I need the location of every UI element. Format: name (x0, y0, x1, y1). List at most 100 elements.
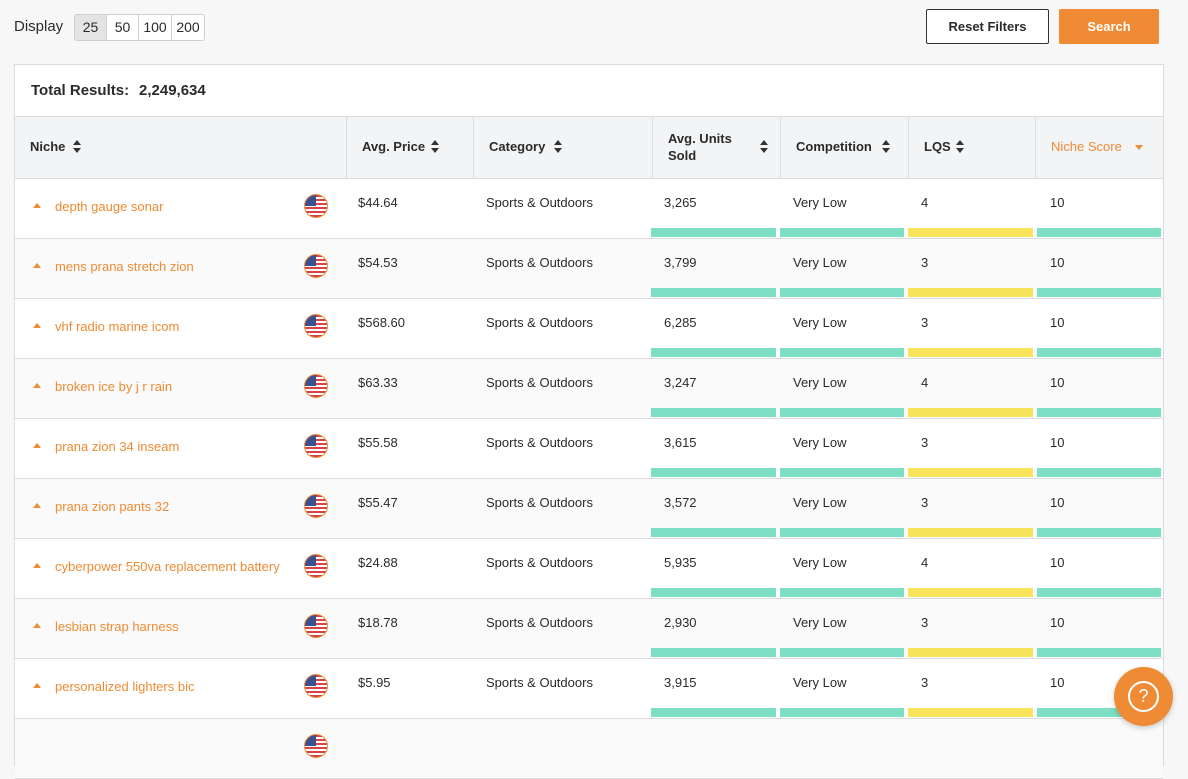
column-label: Niche (30, 139, 66, 154)
units-cell: 2,930 (664, 615, 697, 630)
lqs-bar (908, 708, 1033, 717)
score-cell: 10 (1050, 615, 1065, 630)
table-row: prana zion 34 inseam $55.58 Sports & Out… (15, 419, 1163, 479)
price-cell: $63.33 (358, 375, 398, 390)
score-cell: 10 (1050, 675, 1065, 690)
competition-cell: Very Low (793, 195, 847, 210)
lqs-cell: 3 (921, 255, 929, 270)
page-size-200-button[interactable]: 200 (176, 19, 200, 35)
price-cell: $568.60 (358, 315, 405, 330)
competition-cell: Very Low (793, 615, 847, 630)
total-results-value: 2,249,634 (139, 82, 206, 99)
score-cell: 10 (1050, 195, 1065, 210)
column-label: Category (489, 139, 546, 154)
competition-bar (780, 408, 904, 417)
competition-bar (780, 288, 904, 297)
score-cell: 10 (1050, 315, 1065, 330)
sort-icon (882, 140, 890, 154)
column-header-avg-units[interactable]: Avg. Units Sold (653, 117, 781, 178)
table-row: mens prana stretch zion $54.53 Sports & … (15, 239, 1163, 299)
competition-cell: Very Low (793, 675, 847, 690)
competition-bar (780, 708, 904, 717)
lqs-cell: 3 (921, 315, 929, 330)
niche-link[interactable]: prana zion 34 inseam (55, 439, 180, 454)
competition-cell: Very Low (793, 555, 847, 570)
display-label: Display (14, 18, 64, 35)
category-cell: Sports & Outdoors (486, 675, 593, 690)
lqs-cell: 4 (921, 375, 929, 390)
units-bar (651, 348, 776, 357)
expand-icon[interactable] (33, 203, 41, 208)
us-flag-icon (304, 314, 328, 338)
us-flag-icon (304, 674, 328, 698)
expand-icon[interactable] (33, 623, 41, 628)
units-bar (651, 408, 776, 417)
expand-icon[interactable] (33, 443, 41, 448)
units-cell: 3,615 (664, 435, 697, 450)
niche-link[interactable]: lesbian strap harness (55, 619, 179, 634)
expand-icon[interactable] (33, 323, 41, 328)
competition-bar (780, 468, 904, 477)
page-size-100-button[interactable]: 100 (139, 15, 172, 40)
niche-link[interactable]: cyberpower 550va replacement battery (55, 559, 280, 574)
competition-cell: Very Low (793, 435, 847, 450)
expand-icon[interactable] (33, 683, 41, 688)
lqs-bar (908, 408, 1033, 417)
price-cell: $18.78 (358, 615, 398, 630)
column-header-lqs[interactable]: LQS (909, 117, 1036, 178)
table-row: lesbian strap harness $18.78 Sports & Ou… (15, 599, 1163, 659)
lqs-cell: 4 (921, 555, 929, 570)
column-header-category[interactable]: Category (474, 117, 653, 178)
expand-icon[interactable] (33, 383, 41, 388)
units-bar (651, 708, 776, 717)
lqs-bar (908, 288, 1033, 297)
price-cell: $44.64 (358, 195, 398, 210)
column-header-niche-score[interactable]: Niche Score (1036, 117, 1163, 178)
table-row: depth gauge sonar $44.64 Sports & Outdoo… (15, 179, 1163, 239)
table-row: cyberpower 550va replacement battery $24… (15, 539, 1163, 599)
us-flag-icon (304, 254, 328, 278)
units-cell: 3,799 (664, 255, 697, 270)
reset-filters-button[interactable]: Reset Filters (926, 9, 1049, 44)
expand-icon[interactable] (33, 263, 41, 268)
help-button[interactable]: ? (1114, 667, 1173, 726)
table-row: prana zion pants 32 $55.47 Sports & Outd… (15, 479, 1163, 539)
expand-icon[interactable] (33, 503, 41, 508)
category-cell: Sports & Outdoors (486, 375, 593, 390)
price-cell: $24.88 (358, 555, 398, 570)
search-button[interactable]: Search (1059, 9, 1159, 44)
niche-link[interactable]: vhf radio marine icom (55, 319, 180, 334)
niche-link[interactable]: depth gauge sonar (55, 199, 164, 214)
score-cell: 10 (1050, 495, 1065, 510)
sort-icon (554, 140, 562, 154)
competition-cell: Very Low (793, 375, 847, 390)
sort-desc-icon (1135, 145, 1143, 150)
table-row: vhf radio marine icom $568.60 Sports & O… (15, 299, 1163, 359)
column-label: Avg. Units Sold (668, 131, 732, 163)
table-row (15, 719, 1163, 779)
page-size-50-button[interactable]: 50 (107, 15, 139, 40)
units-cell: 3,265 (664, 195, 697, 210)
niche-link[interactable]: broken ice by j r rain (55, 379, 173, 394)
lqs-bar (908, 228, 1033, 237)
niche-link[interactable]: prana zion pants 32 (55, 499, 170, 514)
units-bar (651, 468, 776, 477)
score-bar (1037, 648, 1161, 657)
score-bar (1037, 228, 1161, 237)
score-bar (1037, 528, 1161, 537)
niche-link[interactable]: personalized lighters bic (55, 679, 195, 694)
page-size-25-button[interactable]: 25 (75, 15, 107, 40)
lqs-bar (908, 648, 1033, 657)
column-header-niche[interactable]: Niche (15, 117, 347, 178)
column-label: Competition (796, 139, 872, 154)
competition-bar (780, 228, 904, 237)
niche-link[interactable]: mens prana stretch zion (55, 259, 194, 274)
column-label: Avg. Price (362, 139, 426, 154)
column-header-competition[interactable]: Competition (781, 117, 909, 178)
category-cell: Sports & Outdoors (486, 435, 593, 450)
column-header-avg-price[interactable]: Avg. Price (347, 117, 474, 178)
lqs-cell: 3 (921, 435, 929, 450)
units-bar (651, 528, 776, 537)
total-results: Total Results: 2,249,634 (15, 65, 1163, 117)
expand-icon[interactable] (33, 563, 41, 568)
